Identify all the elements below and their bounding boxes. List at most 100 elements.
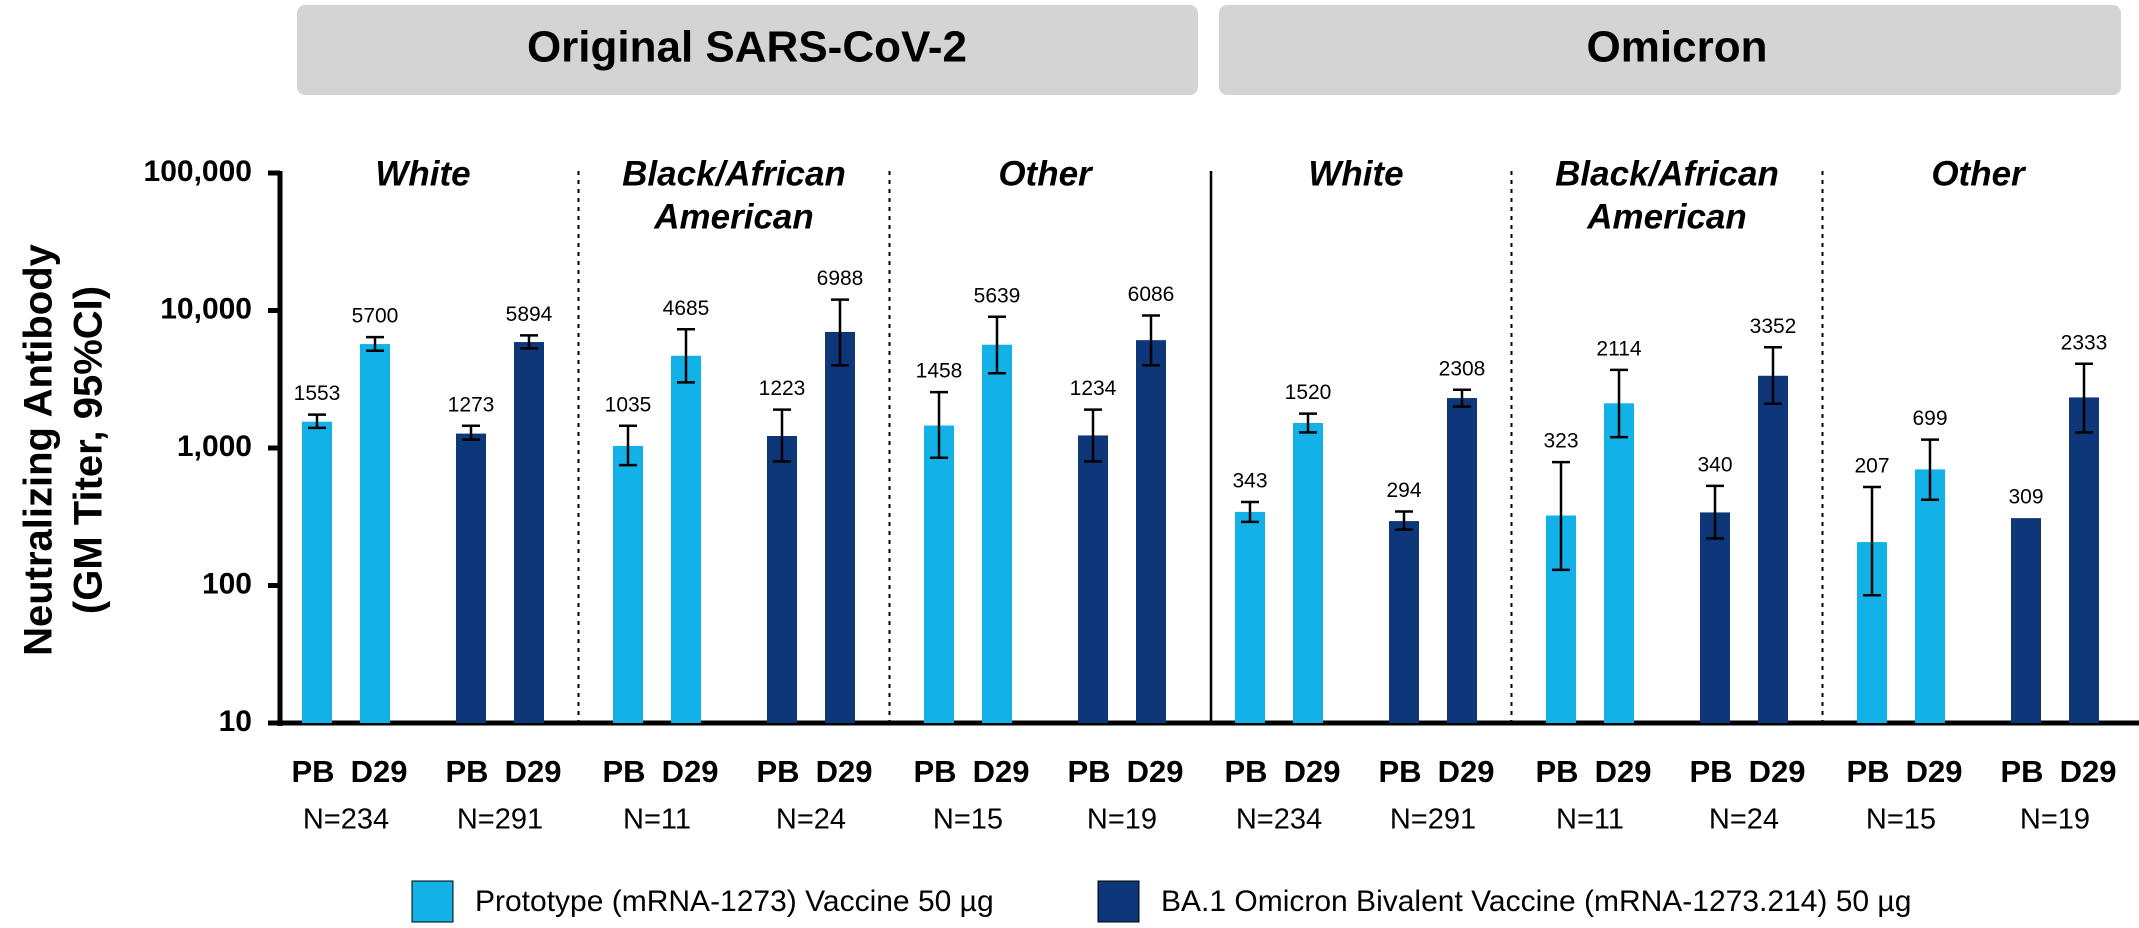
- value-label: 5700: [352, 305, 399, 328]
- value-label: 294: [1386, 479, 1421, 502]
- value-label: 1458: [916, 360, 963, 383]
- x-tick-label: D29: [2060, 754, 2117, 789]
- x-tick-label: D29: [505, 754, 562, 789]
- y-axis-title: Neutralizing Antibody (GM Titer, 95%CI): [17, 243, 111, 656]
- group-label: Black/African: [622, 154, 846, 193]
- group-label: American: [653, 197, 814, 236]
- y-axis-title-line: Neutralizing Antibody: [17, 243, 61, 656]
- x-tick-label: PB: [291, 754, 334, 789]
- legend-swatch: [411, 880, 454, 923]
- value-label: 2333: [2061, 331, 2108, 354]
- bar: [2069, 397, 2099, 723]
- y-axis-title-line: (GM Titer, 95%CI): [67, 286, 111, 614]
- bar: [1389, 521, 1419, 723]
- value-label: 4685: [663, 297, 710, 320]
- bar: [360, 344, 390, 723]
- n-label: N=291: [1390, 804, 1476, 836]
- n-label: N=234: [1236, 804, 1322, 836]
- n-label: N=15: [933, 804, 1003, 836]
- x-tick-label: D29: [351, 754, 408, 789]
- group-label: White: [1308, 154, 1403, 193]
- value-label: 5639: [974, 284, 1021, 307]
- x-tick-label: D29: [1127, 754, 1184, 789]
- n-label: N=291: [457, 804, 543, 836]
- y-tick-label: 100: [202, 567, 252, 600]
- panel-header-bg: [297, 5, 1198, 95]
- bar: [1915, 469, 1945, 723]
- panel-title: Omicron: [1587, 23, 1768, 72]
- n-label: N=15: [1866, 804, 1936, 836]
- x-tick-label: PB: [2000, 754, 2043, 789]
- value-label: 309: [2008, 486, 2043, 509]
- x-tick-label: D29: [1595, 754, 1652, 789]
- value-label: 343: [1232, 470, 1267, 493]
- value-label: 2308: [1439, 357, 1486, 380]
- panel-title: Original SARS-CoV-2: [527, 23, 967, 72]
- x-tick-label: PB: [1846, 754, 1889, 789]
- bar: [1293, 422, 1323, 723]
- y-tick-label: 10,000: [160, 292, 252, 325]
- n-label: N=234: [303, 804, 389, 836]
- bar: [671, 355, 701, 723]
- bar: [1136, 340, 1166, 723]
- bar: [1447, 398, 1477, 723]
- value-label: 1035: [605, 393, 652, 416]
- x-tick-label: PB: [1067, 754, 1110, 789]
- value-label: 2114: [1596, 337, 1641, 360]
- value-label: 1520: [1285, 381, 1332, 404]
- x-tick-label: PB: [1224, 754, 1267, 789]
- legend-swatch: [1097, 880, 1140, 923]
- x-tick-label: D29: [1438, 754, 1495, 789]
- x-tick-label: PB: [1689, 754, 1732, 789]
- x-tick-label: D29: [1284, 754, 1341, 789]
- y-tick-label: 100,000: [144, 155, 252, 188]
- x-tick-label: PB: [445, 754, 488, 789]
- x-tick-label: PB: [756, 754, 799, 789]
- bar: [1758, 375, 1788, 723]
- bar: [2011, 518, 2041, 723]
- group-label: White: [375, 154, 470, 193]
- x-tick-label: PB: [1535, 754, 1578, 789]
- value-label: 5894: [506, 303, 553, 326]
- value-label: 699: [1912, 407, 1947, 430]
- panel-header-bg: [1219, 5, 2121, 95]
- n-label: N=19: [2020, 804, 2090, 836]
- bar: [302, 421, 332, 723]
- value-label: 207: [1854, 455, 1889, 478]
- bar: [924, 425, 954, 723]
- bar: [1235, 511, 1265, 723]
- legend-label: BA.1 Omicron Bivalent Vaccine (mRNA-1273…: [1161, 885, 1911, 918]
- n-label: N=11: [1556, 804, 1624, 836]
- x-tick-label: D29: [1906, 754, 1963, 789]
- legend-label: Prototype (mRNA-1273) Vaccine 50 µg: [475, 885, 994, 918]
- x-tick-label: D29: [816, 754, 873, 789]
- group-label: Other: [1931, 154, 2027, 193]
- value-label: 1223: [759, 377, 806, 400]
- x-tick-label: D29: [1749, 754, 1806, 789]
- value-label: 340: [1697, 453, 1732, 476]
- n-label: N=24: [1709, 804, 1779, 836]
- bar: [825, 331, 855, 723]
- x-tick-label: D29: [662, 754, 719, 789]
- bar: [1700, 512, 1730, 723]
- n-label: N=11: [623, 804, 691, 836]
- bar: [1078, 435, 1108, 723]
- value-label: 323: [1543, 430, 1578, 453]
- x-tick-label: PB: [913, 754, 956, 789]
- x-tick-label: PB: [1378, 754, 1421, 789]
- x-tick-label: PB: [602, 754, 645, 789]
- value-label: 1273: [448, 393, 495, 416]
- value-label: 6086: [1128, 283, 1175, 306]
- value-label: 1553: [294, 382, 341, 405]
- group-label: Black/African: [1555, 154, 1779, 193]
- bar: [982, 344, 1012, 723]
- bar: [1604, 403, 1634, 723]
- value-label: 1234: [1070, 377, 1117, 400]
- bar: [767, 435, 797, 723]
- bar: [613, 445, 643, 723]
- value-label: 3352: [1750, 315, 1797, 338]
- group-label: Other: [998, 154, 1094, 193]
- n-label: N=24: [776, 804, 846, 836]
- n-label: N=19: [1087, 804, 1157, 836]
